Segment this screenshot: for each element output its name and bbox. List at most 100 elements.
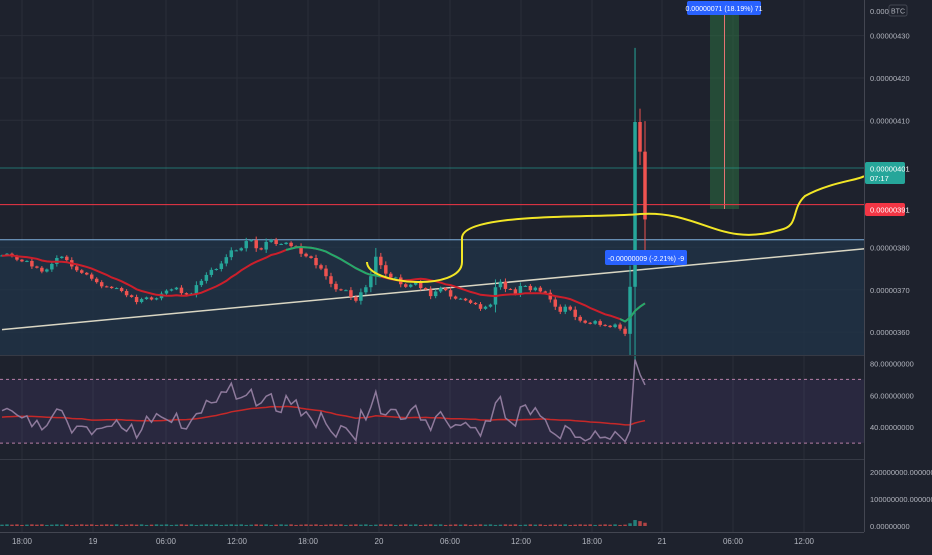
volume-bar [493,524,498,526]
candle-body [35,266,39,268]
time-tick-label: 06:00 [723,537,744,546]
candle-body [15,256,19,260]
volume-bar [154,524,159,526]
volume-bar [234,524,239,526]
rsi-line [1,359,646,443]
candle-body [109,286,114,289]
ma-green-line [285,245,646,323]
candle-body [204,274,209,281]
candle-body [394,277,398,279]
volume-bar [478,524,483,526]
candle-body [408,284,413,287]
candle-body [568,306,572,310]
candle-body [334,283,338,290]
rsi-tick-labels: 80.00000000 60.00000000 40.00000000 [870,359,914,432]
volume-bar [488,524,493,526]
time-tick-label: 18:00 [12,537,33,546]
time-axis-bg [0,532,932,550]
volume-bar [194,524,199,526]
candle-body [423,288,428,290]
candle-body [89,274,94,279]
volume-bar [394,524,398,526]
candle-body [488,304,493,307]
volume-bar [418,524,423,526]
candle-body [279,244,283,246]
candle-body [623,328,627,334]
price-axis-bg [864,0,932,532]
candle-body [174,287,179,290]
volume-bar [389,524,393,526]
candle-body [25,260,29,262]
candle-body [40,267,44,272]
volume-bar [558,524,563,526]
candle-body [503,281,508,289]
candle-body [359,292,363,301]
volume-bar [289,524,293,526]
volume-bar [638,521,642,526]
volume-bar [573,524,577,526]
volume-bar [10,524,14,526]
candle-body [209,269,214,275]
volume-bar [578,524,582,526]
candle-body [558,306,563,312]
candle-body [144,297,149,300]
volume-bar [239,524,244,526]
volume-bar [503,524,508,526]
price-tick-label: 0.00000410 [870,116,910,125]
candles [0,47,647,361]
candle-body [538,287,543,292]
currency-badge[interactable] [888,4,908,17]
volume-bar [189,524,194,526]
volume-bar [523,524,528,526]
price-tick-label: 0.00000380 [870,243,910,252]
volume-bar [448,524,453,526]
candle-body [0,255,4,257]
volume-bar [498,524,503,526]
candle-body [473,302,478,305]
time-tick-label: 12:00 [511,537,532,546]
volume-bar [598,524,602,526]
candle-body [379,256,383,266]
volume-bar [114,524,119,526]
candle-body [229,250,234,258]
volume-bar [458,524,463,526]
candle-body [628,286,632,334]
measure-label-top-badge [687,1,761,15]
time-tick-label: 06:00 [156,537,177,546]
volume-bar [134,524,139,526]
trendline[interactable] [1,238,932,331]
volume-bar [199,524,204,526]
time-tick-label: 19 [89,537,98,546]
volume-pane [0,520,647,526]
candle-body [50,263,54,270]
current-price-label: 0.00000401 [870,165,910,174]
volume-bar [284,524,288,526]
price-tick-label: 0.00000360 [870,328,910,337]
candle-body [149,297,154,300]
volume-bar [204,524,209,526]
yellow-projection-path[interactable] [366,175,865,283]
volume-bar [149,524,154,526]
volume-bar [354,524,358,526]
candle-body [214,269,219,271]
candle-body [349,290,353,297]
candle-body [119,288,124,292]
candle-body [443,288,448,291]
volume-bar [299,524,303,526]
candle-body [374,256,378,277]
candle-body [453,296,458,299]
candle-body [94,278,99,283]
price-axis[interactable]: 0.000004 BTC 0.000004300.000004200.00000… [864,0,932,532]
candle-body [608,325,612,328]
candle-body [618,324,622,329]
price-tick-labels: 0.00000430 0.00000420 0.00000410 0.00000380… [870,32,910,338]
time-axis[interactable]: 18:00 19 06:00 12:00 18:00 20 06:00 12:00 18:00 2… [0,532,932,550]
candle-body [418,282,423,289]
volume-bar [518,524,523,526]
volume-bar [94,524,99,526]
volume-bar [60,524,64,526]
candle-body [184,293,189,295]
volume-bar [593,524,597,526]
candle-body [234,250,239,252]
